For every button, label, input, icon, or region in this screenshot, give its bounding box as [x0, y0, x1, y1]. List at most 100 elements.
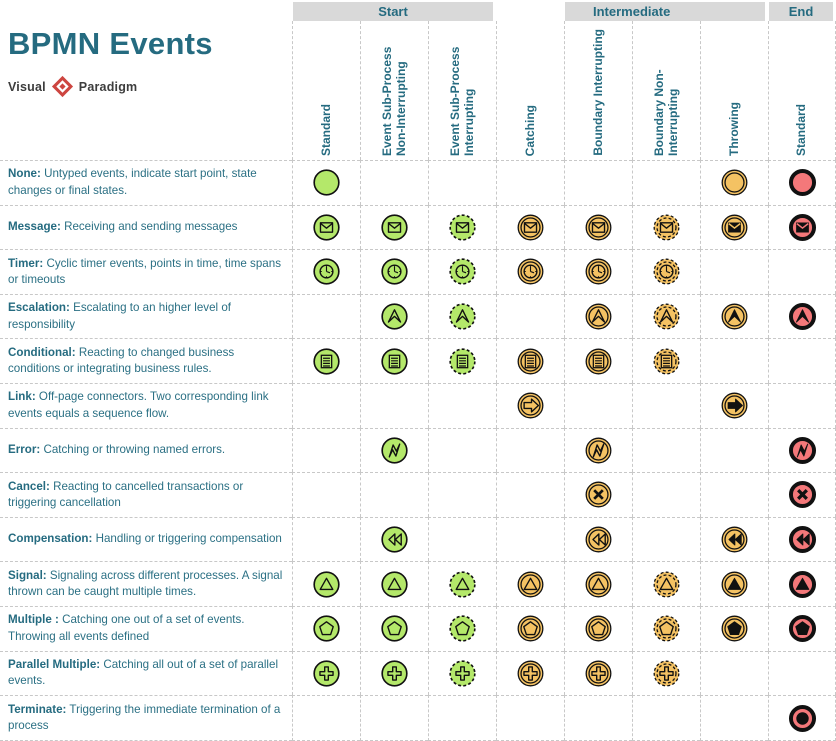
column-header-intermediate-boundary-interrupting: Boundary Interrupting	[564, 21, 632, 160]
column-header-intermediate-catching: Catching	[496, 21, 564, 160]
cell-timer-intermediate-throwing	[700, 249, 768, 294]
cell-message-intermediate-boundary-interrupting	[564, 204, 632, 250]
row-description-escalation: Escalation: Escalating to an higher leve…	[0, 293, 292, 339]
conditional-event-icon	[311, 346, 342, 377]
signal-event-icon	[515, 569, 546, 600]
cell-escalation-end-standard	[768, 293, 836, 339]
cell-cancel-start-event-subprocess-interrupting	[428, 472, 496, 517]
timer-event-icon	[447, 256, 478, 287]
row-text: Cyclic timer events, points in time, tim…	[8, 256, 281, 286]
cell-conditional-start-event-subprocess-non-interrupting	[360, 338, 428, 383]
multiple-event-icon	[719, 613, 750, 644]
row-name: Link:	[8, 390, 36, 404]
escalation-event-icon	[651, 301, 682, 332]
conditional-event-icon	[447, 346, 478, 377]
message-event-icon	[447, 212, 478, 243]
cell-timer-intermediate-boundary-non-interrupting	[632, 249, 700, 294]
row-name: Cancel:	[8, 479, 50, 493]
cell-escalation-start-event-subprocess-interrupting	[428, 293, 496, 339]
cell-message-intermediate-catching	[496, 204, 564, 250]
row-name: Conditional:	[8, 345, 76, 359]
timer-event-icon	[515, 256, 546, 287]
cell-terminate-start-event-subprocess-non-interrupting	[360, 695, 428, 741]
column-header-label: Standard	[318, 103, 333, 156]
column-group-end: End	[769, 2, 833, 21]
column-header-label: Event Sub-Process Non-Interrupting	[379, 46, 408, 156]
cell-conditional-end-standard	[768, 338, 836, 383]
error-event-icon	[787, 435, 818, 466]
cell-error-intermediate-boundary-non-interrupting	[632, 427, 700, 473]
cell-parallel-multiple-intermediate-catching	[496, 650, 564, 696]
cell-signal-intermediate-boundary-non-interrupting	[632, 561, 700, 606]
conditional-event-icon	[515, 346, 546, 377]
cell-error-intermediate-boundary-interrupting	[564, 427, 632, 473]
none-event-icon	[719, 167, 750, 198]
cell-terminate-intermediate-boundary-non-interrupting	[632, 695, 700, 741]
compensation-event-icon	[719, 524, 750, 555]
cell-compensation-start-event-subprocess-non-interrupting	[360, 516, 428, 562]
cell-multiple-start-standard	[292, 605, 360, 651]
cell-multiple-end-standard	[768, 605, 836, 651]
cell-multiple-start-event-subprocess-interrupting	[428, 605, 496, 651]
cell-cancel-intermediate-catching	[496, 472, 564, 517]
timer-event-icon	[311, 256, 342, 287]
cell-compensation-intermediate-boundary-non-interrupting	[632, 516, 700, 562]
column-header-end-standard: Standard	[768, 21, 836, 160]
row-text: Escalating to an higher level of respons…	[8, 301, 231, 331]
cell-conditional-intermediate-boundary-interrupting	[564, 338, 632, 383]
cell-timer-intermediate-boundary-interrupting	[564, 249, 632, 294]
signal-event-icon	[651, 569, 682, 600]
cell-none-start-event-subprocess-interrupting	[428, 160, 496, 205]
cell-timer-start-event-subprocess-non-interrupting	[360, 249, 428, 294]
column-group-label: Intermediate	[593, 4, 671, 19]
row-description-error: Error: Catching or throwing named errors…	[0, 427, 292, 473]
cell-none-end-standard	[768, 160, 836, 205]
none-event-icon	[311, 167, 342, 198]
signal-event-icon	[719, 569, 750, 600]
cell-escalation-intermediate-throwing	[700, 293, 768, 339]
cell-conditional-intermediate-catching	[496, 338, 564, 383]
column-group-label: End	[788, 4, 814, 19]
column-header-start-event-subprocess-non-interrupting: Event Sub-Process Non-Interrupting	[360, 21, 428, 160]
column-header-intermediate-boundary-non-interrupting: Boundary Non-Interrupting	[632, 21, 700, 160]
cell-timer-start-event-subprocess-interrupting	[428, 249, 496, 294]
cell-error-intermediate-throwing	[700, 427, 768, 473]
cancel-event-icon	[583, 479, 614, 510]
multiple-event-icon	[447, 613, 478, 644]
row-text: Off-page connectors. Two corresponding l…	[8, 390, 269, 420]
row-text: Reacting to changed business conditions …	[8, 345, 235, 376]
cell-terminate-end-standard	[768, 695, 836, 741]
parallel-multiple-event-icon	[379, 658, 410, 689]
cell-multiple-start-event-subprocess-non-interrupting	[360, 605, 428, 651]
cell-conditional-start-standard	[292, 338, 360, 383]
cell-compensation-start-event-subprocess-interrupting	[428, 516, 496, 562]
cell-conditional-start-event-subprocess-interrupting	[428, 338, 496, 383]
cell-compensation-intermediate-throwing	[700, 516, 768, 562]
logo-text-left: Visual	[8, 79, 46, 94]
row-description-conditional: Conditional: Reacting to changed busines…	[0, 338, 292, 383]
cell-message-intermediate-boundary-non-interrupting	[632, 204, 700, 250]
terminate-event-icon	[787, 703, 818, 734]
row-name: Error:	[8, 443, 41, 457]
cell-signal-start-event-subprocess-non-interrupting	[360, 561, 428, 606]
cell-none-intermediate-throwing	[700, 160, 768, 205]
row-name: Signal:	[8, 568, 47, 582]
row-description-link: Link: Off-page connectors. Two correspon…	[0, 382, 292, 428]
cell-error-end-standard	[768, 427, 836, 473]
parallel-multiple-event-icon	[447, 658, 478, 689]
escalation-event-icon	[379, 301, 410, 332]
cell-error-intermediate-catching	[496, 427, 564, 473]
cell-terminate-start-event-subprocess-interrupting	[428, 695, 496, 741]
signal-event-icon	[447, 569, 478, 600]
multiple-event-icon	[787, 613, 818, 644]
cell-message-start-event-subprocess-interrupting	[428, 204, 496, 250]
title-block: BPMN Events Visual Paradigm	[0, 0, 292, 160]
row-text: Catching one out of a set of events. Thr…	[8, 613, 245, 643]
cell-signal-intermediate-throwing	[700, 561, 768, 606]
cell-terminate-intermediate-boundary-interrupting	[564, 695, 632, 741]
error-event-icon	[379, 435, 410, 466]
cell-compensation-end-standard	[768, 516, 836, 562]
column-group-label: Start	[378, 4, 408, 19]
cell-message-end-standard	[768, 204, 836, 250]
row-name: Escalation:	[8, 301, 70, 315]
